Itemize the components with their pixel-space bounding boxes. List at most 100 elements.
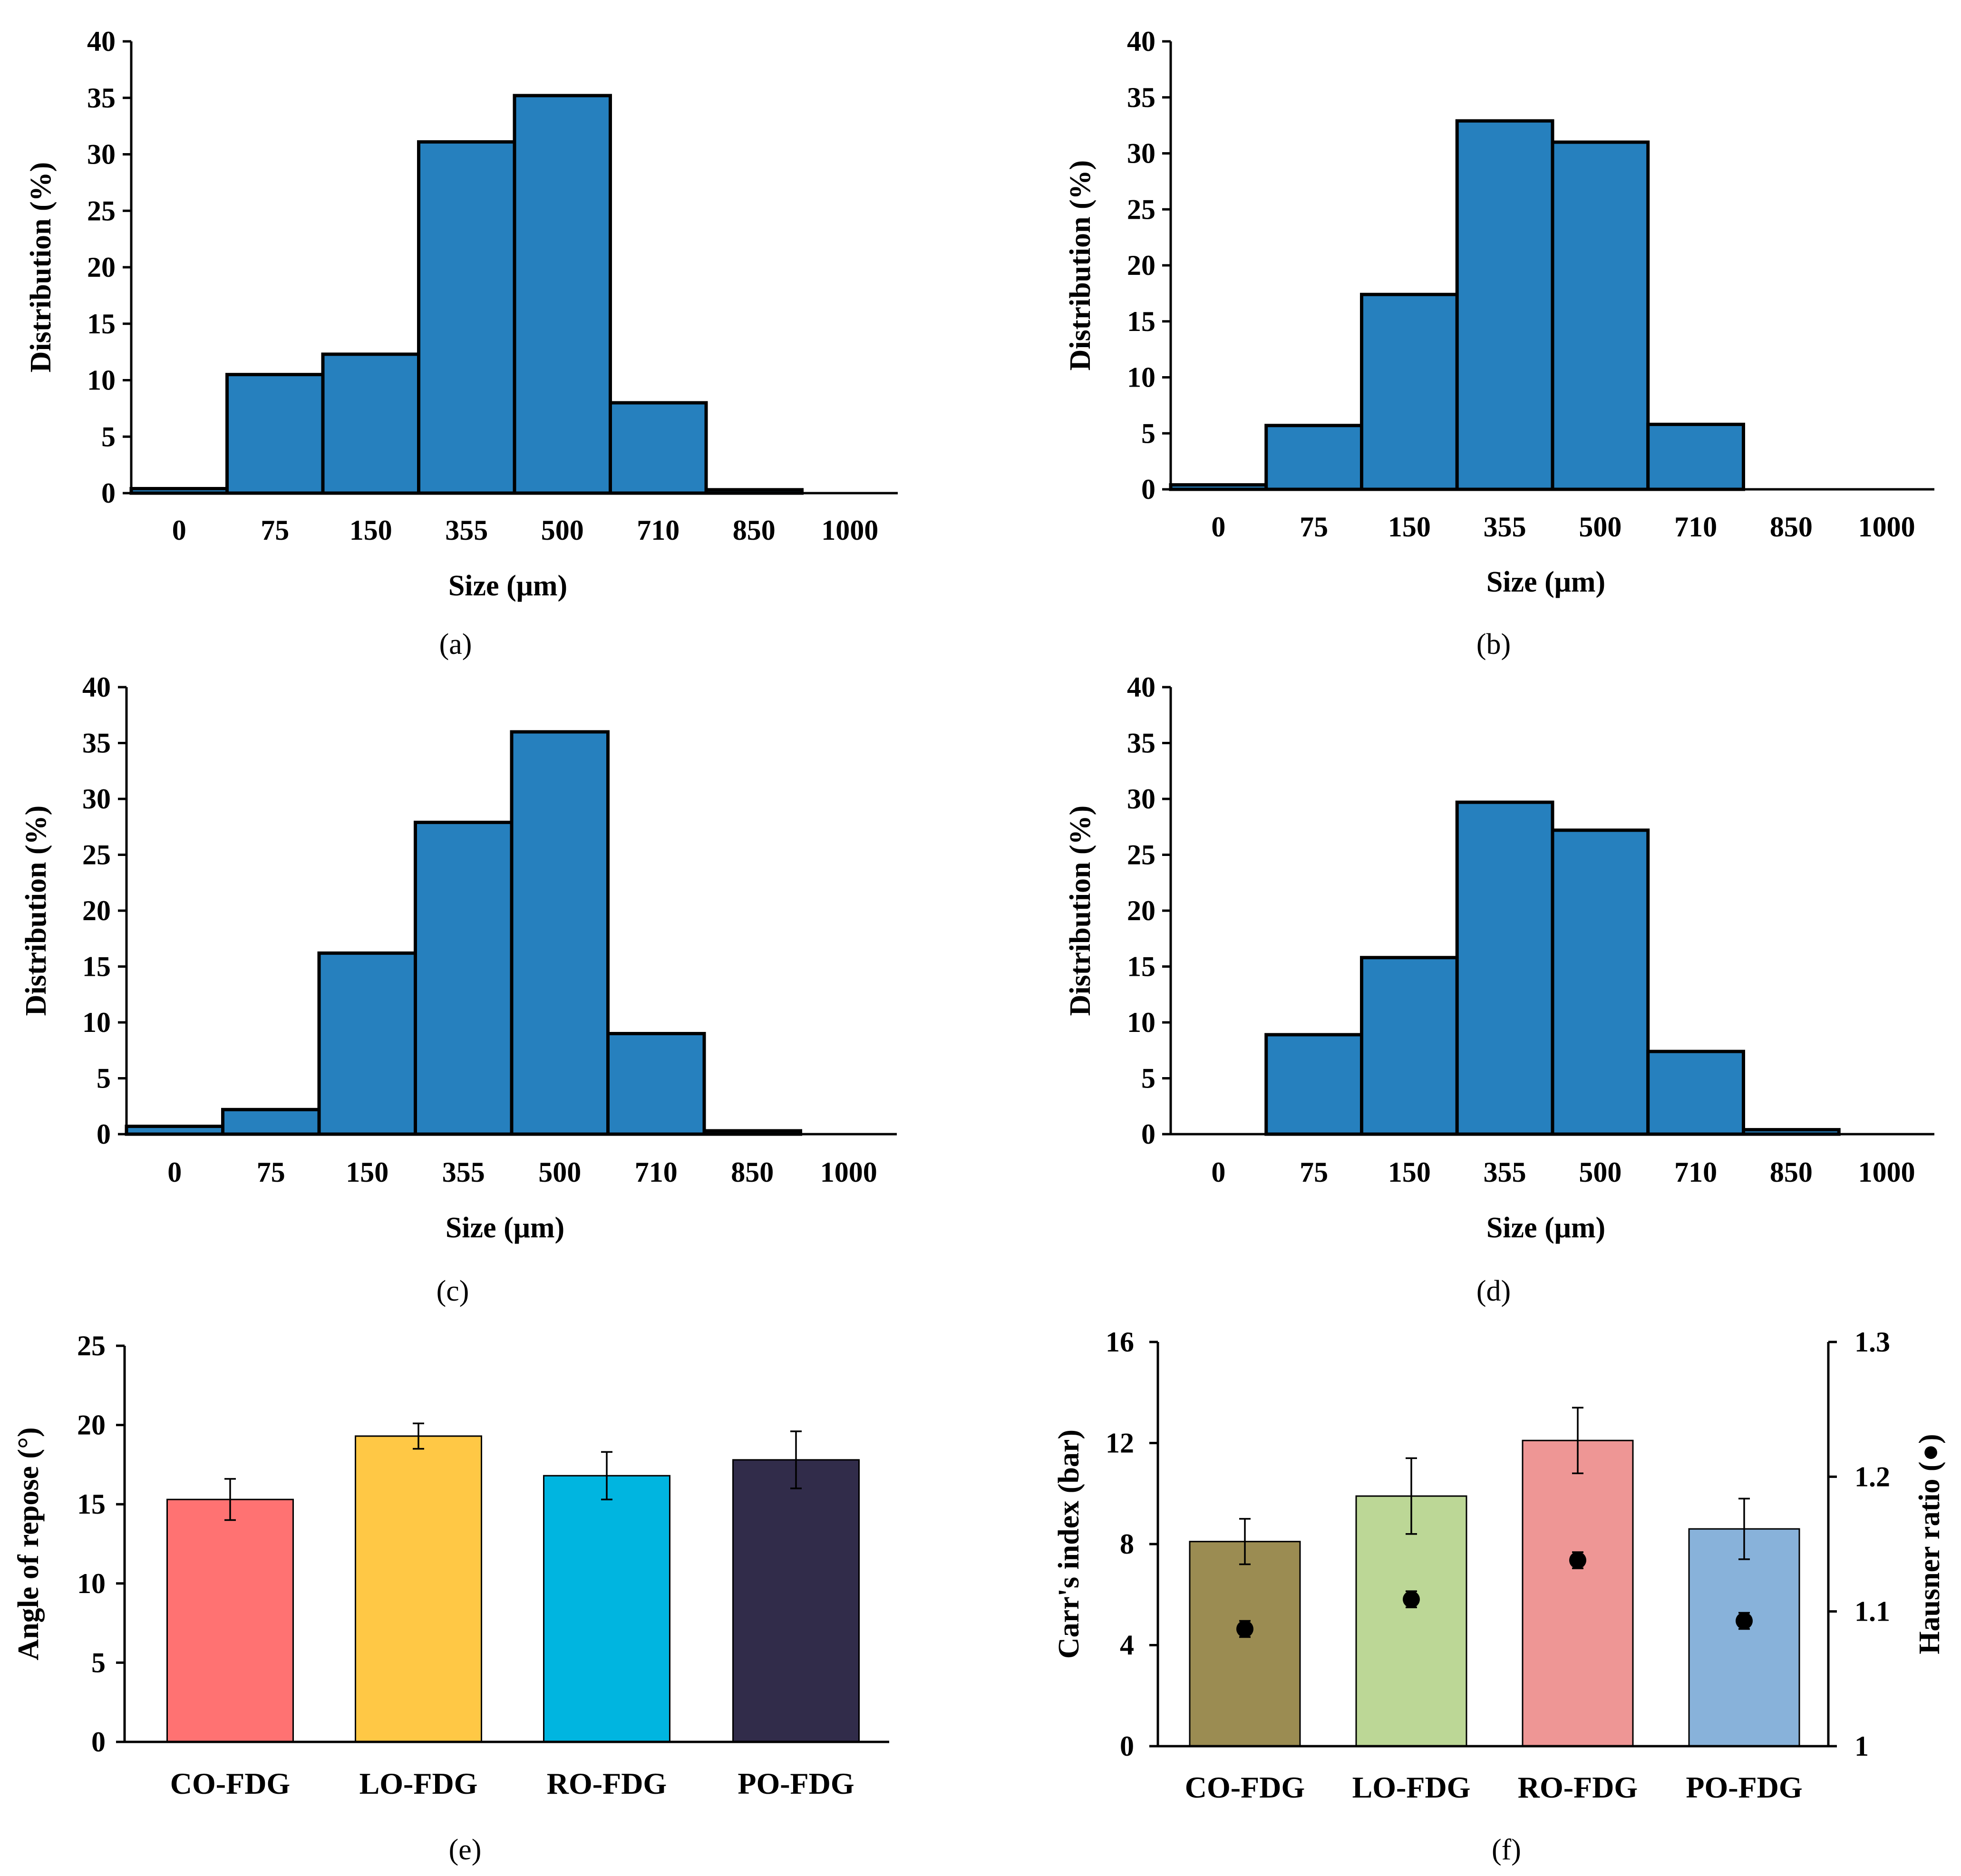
bar (1688, 1528, 1800, 1747)
y-tick-label: 10 (87, 365, 116, 396)
x-tick-label: 355 (1484, 1157, 1526, 1188)
x-tick-label: 500 (538, 1157, 581, 1188)
y-tick-label: 40 (1127, 671, 1155, 703)
bar (1360, 956, 1459, 1136)
x-tick-label: 500 (1579, 511, 1621, 543)
bar (355, 1435, 482, 1743)
bar (417, 140, 516, 495)
x-tick-label: 355 (1484, 511, 1526, 543)
x-tick-label: RO-FDG (547, 1767, 667, 1800)
secondary-y-tick-label: 1.1 (1854, 1596, 1890, 1627)
x-tick-label: 150 (346, 1157, 388, 1188)
y-tick-label: 10 (82, 1007, 111, 1038)
x-tick-label: 1000 (821, 515, 878, 546)
y-tick-label: 25 (1127, 194, 1155, 225)
bar-chart-f: 0 4 8 12 16 1 1.1 1.2 1.3 CO-FDG LO-FDG RO-FDG PO-FD… (1053, 1326, 1946, 1866)
y-tick-label: 0 (1141, 474, 1155, 505)
bar (510, 730, 610, 1136)
x-tick-label: 0 (172, 515, 186, 546)
x-axis-title: Size (μm) (448, 570, 567, 602)
secondary-y-tick-label: 1 (1854, 1730, 1869, 1762)
x-tick-label: 710 (635, 1157, 678, 1188)
histogram-b: 0 5 10 15 20 25 30 35 40 0 75 150 355 500 710 850 1000 Si… (1064, 26, 1934, 661)
y-tick-label: 10 (1127, 362, 1155, 393)
histogram-a: 0 5 10 15 20 25 30 35 40 0 75 150 355 500 710 850 1000 Si… (25, 26, 898, 661)
x-tick-label: 0 (167, 1157, 182, 1188)
y-axis-title: Distribution (%) (1064, 806, 1097, 1016)
y-tick-label: 16 (1106, 1326, 1134, 1358)
bar (166, 1498, 294, 1743)
histogram-c: 0 5 10 15 20 25 30 35 40 0 75 150 355 500 710 850 1000 Si… (20, 671, 897, 1307)
bar (1264, 1033, 1363, 1136)
y-tick-label: 25 (87, 195, 116, 226)
y-tick-label: 0 (97, 1118, 111, 1150)
bar (225, 373, 325, 495)
hausner-point (1736, 1612, 1753, 1630)
x-tick-label: 850 (733, 515, 776, 546)
y-tick-label: 0 (1141, 1118, 1155, 1150)
bar (317, 951, 417, 1136)
y-tick-label: 30 (1127, 783, 1155, 815)
x-tick-label: LO-FDG (1352, 1770, 1471, 1804)
x-tick-label: 150 (1388, 1157, 1431, 1188)
y-tick-label: 4 (1120, 1630, 1134, 1661)
y-tick-label: 10 (77, 1568, 106, 1599)
y-tick-label: 20 (1127, 895, 1155, 926)
y-tick-label: 5 (91, 1647, 106, 1678)
x-tick-label: 75 (1300, 1157, 1328, 1188)
y-tick-label: 35 (1127, 728, 1155, 759)
panel-label: (a) (439, 628, 472, 661)
x-tick-label: CO-FDG (170, 1767, 290, 1800)
y-tick-label: 5 (1141, 418, 1155, 449)
x-tick-label: 75 (1300, 511, 1328, 543)
y-tick-label: 0 (91, 1726, 106, 1758)
x-tick-label: PO-FDG (738, 1767, 854, 1800)
bar (1264, 424, 1363, 491)
x-tick-label: 850 (1770, 1157, 1813, 1188)
y-tick-label: 15 (87, 308, 116, 340)
secondary-y-axis-title: Hausner ratio (●) (1913, 1434, 1946, 1654)
x-tick-label: 75 (261, 515, 289, 546)
hausner-point (1569, 1552, 1586, 1569)
x-tick-label: 1000 (1858, 1157, 1915, 1188)
x-tick-label: 0 (1211, 511, 1225, 543)
x-tick-label: CO-FDG (1185, 1770, 1305, 1804)
y-tick-label: 35 (82, 728, 111, 759)
y-tick-label: 15 (1127, 306, 1155, 337)
y-tick-label: 5 (101, 421, 116, 452)
x-axis-title: Size (μm) (1486, 566, 1605, 598)
y-tick-label: 15 (1127, 951, 1155, 982)
bar (606, 1032, 706, 1136)
hausner-point (1403, 1591, 1420, 1608)
y-tick-label: 20 (82, 895, 111, 926)
bar-chart-e: 0 5 10 15 20 25 CO-FDG LO-FDG RO-FDG PO-FDG Angle … (12, 1330, 889, 1866)
x-tick-label: 0 (1211, 1157, 1225, 1188)
y-tick-label: 35 (1127, 82, 1155, 113)
y-axis-title: Distribution (%) (1064, 160, 1097, 371)
y-tick-label: 5 (1141, 1063, 1155, 1094)
bar (609, 401, 708, 495)
x-tick-label: 710 (1674, 511, 1717, 543)
bar (732, 1459, 860, 1743)
y-tick-label: 35 (87, 82, 116, 114)
y-tick-label: 40 (1127, 26, 1155, 57)
y-tick-label: 40 (87, 26, 116, 57)
panel-label: (e) (449, 1834, 482, 1866)
histogram-d: 0 5 10 15 20 25 30 35 40 0 75 150 355 500 710 850 1000 Si… (1064, 671, 1934, 1307)
y-tick-label: 0 (1120, 1730, 1134, 1762)
x-tick-label: LO-FDG (359, 1767, 478, 1800)
y-tick-label: 0 (101, 477, 116, 509)
y-tick-label: 10 (1127, 1007, 1155, 1038)
panel-label: (b) (1476, 628, 1511, 661)
x-tick-label: PO-FDG (1686, 1770, 1802, 1804)
panel-label: (d) (1476, 1275, 1511, 1307)
y-tick-label: 25 (1127, 839, 1155, 871)
y-tick-label: 15 (77, 1488, 106, 1520)
y-tick-label: 30 (82, 783, 111, 815)
bar (513, 94, 612, 495)
y-tick-label: 20 (87, 252, 116, 283)
x-tick-label: 150 (1388, 511, 1431, 543)
x-tick-label: 710 (637, 515, 680, 546)
x-tick-label: RO-FDG (1518, 1770, 1638, 1804)
